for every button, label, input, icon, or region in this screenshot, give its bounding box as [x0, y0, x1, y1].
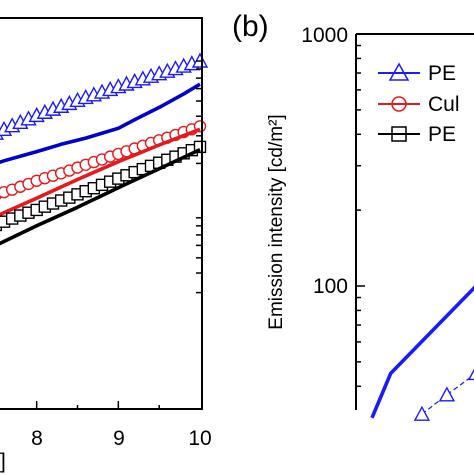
panel-a-frame: [0, 17, 203, 410]
panel-a-series: [0, 52, 209, 246]
panel-b-label: (b): [232, 10, 269, 43]
x-tick-label-10: 10: [188, 427, 211, 450]
legend-label-1: PE: [428, 62, 456, 85]
y-tick-label-100: 100: [313, 275, 348, 298]
panel-b-ticks: [356, 33, 365, 388]
panel-b-series-2-point-3: [467, 368, 474, 381]
panel-b-series: [370, 285, 474, 421]
panel-a-series-5-point-31: [193, 140, 207, 154]
panel-b-series-1-line: [370, 285, 474, 419]
panel-a-series-6-line: [0, 147, 201, 246]
x-tick-label-8: 8: [31, 427, 43, 450]
panel-b-series-2-point-2: [438, 386, 456, 402]
x-tick-label-9: 9: [113, 427, 125, 450]
panel-a: 8 9 10 ]: [0, 17, 212, 473]
x-axis-title-fragment: ]: [0, 450, 6, 473]
panel-a-series-4-line: [0, 127, 201, 217]
panel-a-series-1-point-6: [0, 132, 5, 140]
legend-label-3: PE: [428, 123, 456, 146]
panel-b: (b) Emission intensity [cd/m²] 1000 100 …: [232, 10, 474, 421]
legend-marker-triangle: [388, 62, 410, 81]
legend: PE Cul PE: [378, 62, 460, 146]
panel-a-ticks: [35, 60, 202, 409]
legend-label-2: Cul: [428, 93, 460, 116]
legend-marker-square: [391, 126, 407, 142]
panel-b-series-2-point-1: [413, 405, 431, 421]
panel-b-series-2-line: [421, 374, 474, 415]
panel-a-series-2-line: [0, 82, 201, 164]
y-axis-title: Emission intensity [cd/m²]: [266, 114, 287, 329]
y-tick-label-1000: 1000: [301, 24, 348, 47]
legend-marker-circle: [391, 96, 407, 112]
